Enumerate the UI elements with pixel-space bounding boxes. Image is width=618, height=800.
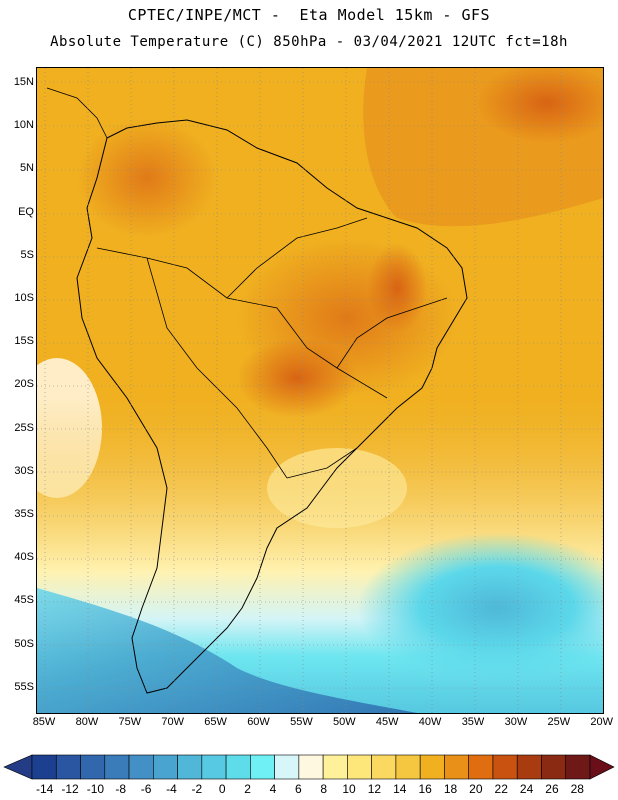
colorbar-swatch	[347, 754, 372, 780]
colorbar-swatch	[541, 754, 567, 780]
lat-label-35s: 35S	[14, 508, 34, 520]
colorbar-swatch	[225, 754, 251, 780]
lon-label-45w: 45W	[375, 716, 399, 728]
lon-label-55w: 55W	[290, 716, 313, 728]
lat-label-55s: 55S	[14, 680, 34, 693]
colorbar-swatch	[371, 754, 397, 780]
lon-label-60w: 60W	[247, 716, 270, 728]
colorbar-swatch	[468, 754, 494, 780]
lat-label-eq: EQ	[18, 205, 34, 218]
lon-label-75w: 75W	[118, 716, 142, 728]
colorbar-swatch	[250, 754, 275, 780]
colorbar-tick-label: 20	[469, 782, 483, 796]
colorbar-swatch	[298, 754, 324, 780]
continent-outline	[76, 119, 468, 694]
colorbar-tick-label: 0	[218, 782, 226, 796]
hot-spot-north-atlantic	[477, 68, 603, 143]
colorbar-swatch	[565, 754, 591, 780]
lat-label-30s: 30S	[14, 464, 34, 477]
colorbar-tick-label: 10	[342, 782, 356, 796]
temperature-map	[36, 67, 604, 714]
lon-label-80w: 80W	[75, 716, 99, 728]
lon-label-30w: 30W	[504, 716, 528, 728]
colorbar-tick-label: -2	[191, 782, 203, 796]
colorbar-high-arrow	[589, 754, 615, 780]
border-line-5	[286, 447, 358, 479]
lat-label-15n: 15N	[13, 76, 34, 88]
colorbar-swatch	[201, 754, 227, 780]
lon-label-70w: 70W	[161, 716, 184, 728]
colorbar-swatch	[31, 754, 57, 780]
cold-southwest-pacific	[37, 588, 417, 713]
lon-label-65w: 65W	[204, 716, 227, 728]
lat-label-5s: 5S	[20, 248, 34, 261]
colorbar-tick-label: 6	[294, 782, 302, 796]
colorbar-swatch	[492, 754, 518, 780]
map-canvas	[37, 68, 603, 713]
lat-label-5n: 5N	[19, 162, 34, 175]
colorbar-tick-label: 26	[545, 782, 559, 796]
colorbar-tick-label: 16	[418, 782, 432, 796]
lat-label-20s: 20S	[14, 378, 34, 391]
colorbar-tick-label: -10	[86, 782, 105, 796]
colorbar-swatch	[153, 754, 178, 780]
lon-label-85w: 85W	[32, 716, 56, 728]
colorbar-swatch	[444, 754, 469, 780]
lat-label-15s: 15S	[14, 335, 34, 348]
colorbar-swatch	[419, 754, 445, 780]
colorbar-tick-label: -6	[140, 782, 152, 796]
colorbar-tick-label: 28	[570, 782, 584, 796]
colorbar-tick-label: 8	[320, 782, 328, 796]
lat-label-50s: 50S	[14, 637, 34, 650]
colorbar-tick-label: 2	[244, 782, 251, 796]
lat-label-25s: 25S	[14, 421, 34, 434]
lon-label-35w: 35W	[461, 716, 485, 728]
colorbar-tick-label: -4	[166, 782, 177, 796]
color-scale-bar	[3, 754, 615, 780]
cold-core-south-atlantic	[357, 533, 603, 683]
colorbar-tick-label: 12	[367, 782, 382, 796]
border-line-4	[336, 297, 448, 369]
lon-label-50w: 50W	[332, 716, 356, 728]
colorbar-swatch	[395, 754, 421, 780]
colorbar-tick-label: 24	[519, 782, 534, 796]
lat-label-45s: 45S	[14, 594, 34, 607]
colorbar-tick-label: 4	[269, 782, 277, 796]
lon-label-20w: 20W	[590, 716, 613, 728]
lat-label-10n: 10N	[13, 119, 34, 132]
title-line-2: Absolute Temperature (C) 850hPa - 03/04/…	[50, 34, 568, 50]
colorbar-tick-label: 14	[393, 782, 407, 796]
title-line-1: CPTEC/INPE/MCT - Eta Model 15km - GFS	[127, 6, 491, 24]
colorbar-swatch	[128, 754, 154, 780]
colorbar-tick-label: -14	[36, 782, 54, 796]
colorbar-swatch	[274, 754, 300, 780]
colorbar-swatch	[322, 754, 348, 780]
colorbar-low-arrow	[3, 754, 33, 780]
lon-label-25w: 25W	[547, 716, 571, 728]
colorbar-swatch	[516, 754, 542, 780]
colorbar-swatch	[55, 754, 81, 780]
central-america-outline	[46, 87, 108, 139]
border-line-3	[226, 217, 368, 299]
colorbar-swatch	[177, 754, 203, 780]
colorbar-swatch	[80, 754, 106, 780]
colorbar-tick-label: 18	[443, 782, 458, 796]
lat-label-40s: 40S	[14, 551, 34, 564]
colorbar-tick-label: -12	[61, 782, 79, 796]
lon-label-40w: 40W	[418, 716, 442, 728]
border-line-1	[96, 247, 388, 399]
hot-spot-bahia	[367, 243, 427, 333]
colorbar-tick-label: -8	[115, 782, 127, 796]
warm-area-venezuela	[77, 118, 217, 238]
colorbar-swatch	[104, 754, 130, 780]
lat-label-10s: 10S	[14, 292, 34, 304]
colorbar-tick-label: 22	[494, 782, 508, 796]
